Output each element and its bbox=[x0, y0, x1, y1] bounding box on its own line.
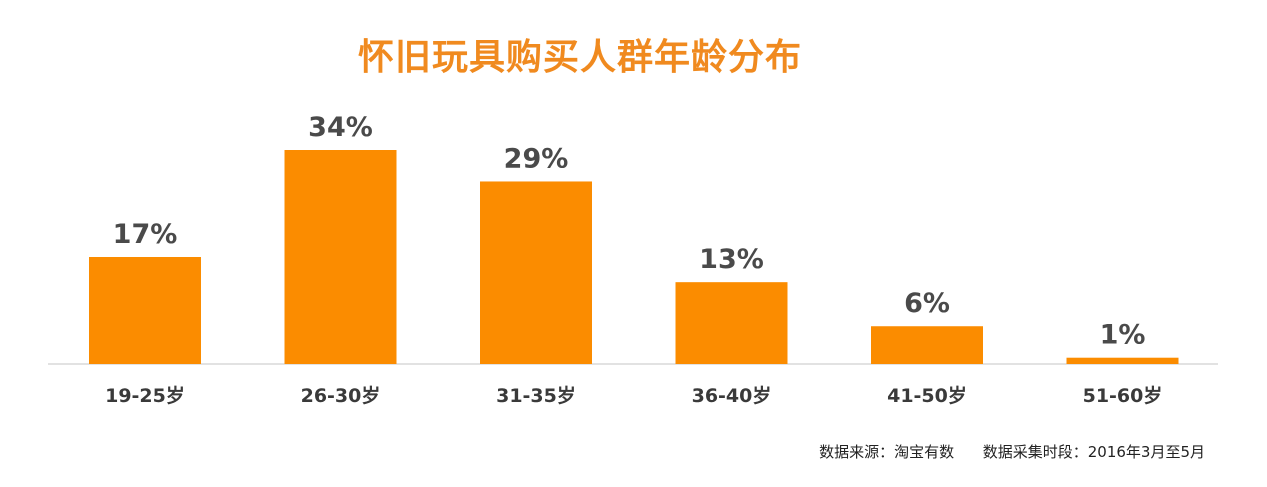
x-tick-label-51-60岁: 51-60岁 bbox=[1083, 384, 1163, 407]
period-text: 数据采集时段：2016年3月至5月 bbox=[982, 443, 1205, 461]
x-tick-label-26-30岁: 26-30岁 bbox=[301, 384, 381, 407]
value-label-36-40岁: 13% bbox=[699, 244, 764, 275]
bar-19-25岁 bbox=[89, 257, 201, 364]
x-tick-label-19-25岁: 19-25岁 bbox=[105, 384, 185, 407]
value-labels-group: 17% 34% 29% 13% 6% 1% bbox=[113, 112, 1146, 351]
footer-gap bbox=[954, 443, 983, 461]
bar-36-40岁 bbox=[675, 282, 788, 364]
bar-51-60岁 bbox=[1066, 357, 1179, 364]
value-label-26-30岁: 34% bbox=[308, 112, 373, 143]
value-label-31-35岁: 29% bbox=[504, 143, 569, 174]
source-note: 数据来源：淘宝有数 数据采集时段：2016年3月至5月 bbox=[819, 441, 1205, 462]
chart-title: 怀旧玩具购买人群年龄分布 bbox=[357, 37, 802, 78]
bar-41-50岁 bbox=[871, 326, 983, 364]
x-tick-labels-group: 19-25岁 26-30岁 31-35岁 36-40岁 41-50岁 51-60岁 bbox=[105, 384, 1162, 407]
bars-group bbox=[89, 150, 1179, 364]
value-label-19-25岁: 17% bbox=[113, 219, 178, 250]
x-tick-label-31-35岁: 31-35岁 bbox=[496, 384, 576, 407]
value-label-51-60岁: 1% bbox=[1100, 320, 1146, 351]
value-label-41-50岁: 6% bbox=[904, 288, 950, 319]
bar-26-30岁 bbox=[284, 150, 397, 364]
x-tick-label-36-40岁: 36-40岁 bbox=[692, 384, 772, 407]
x-tick-label-41-50岁: 41-50岁 bbox=[887, 384, 967, 407]
source-text: 数据来源：淘宝有数 bbox=[819, 443, 955, 461]
bar-31-35岁 bbox=[480, 181, 592, 364]
